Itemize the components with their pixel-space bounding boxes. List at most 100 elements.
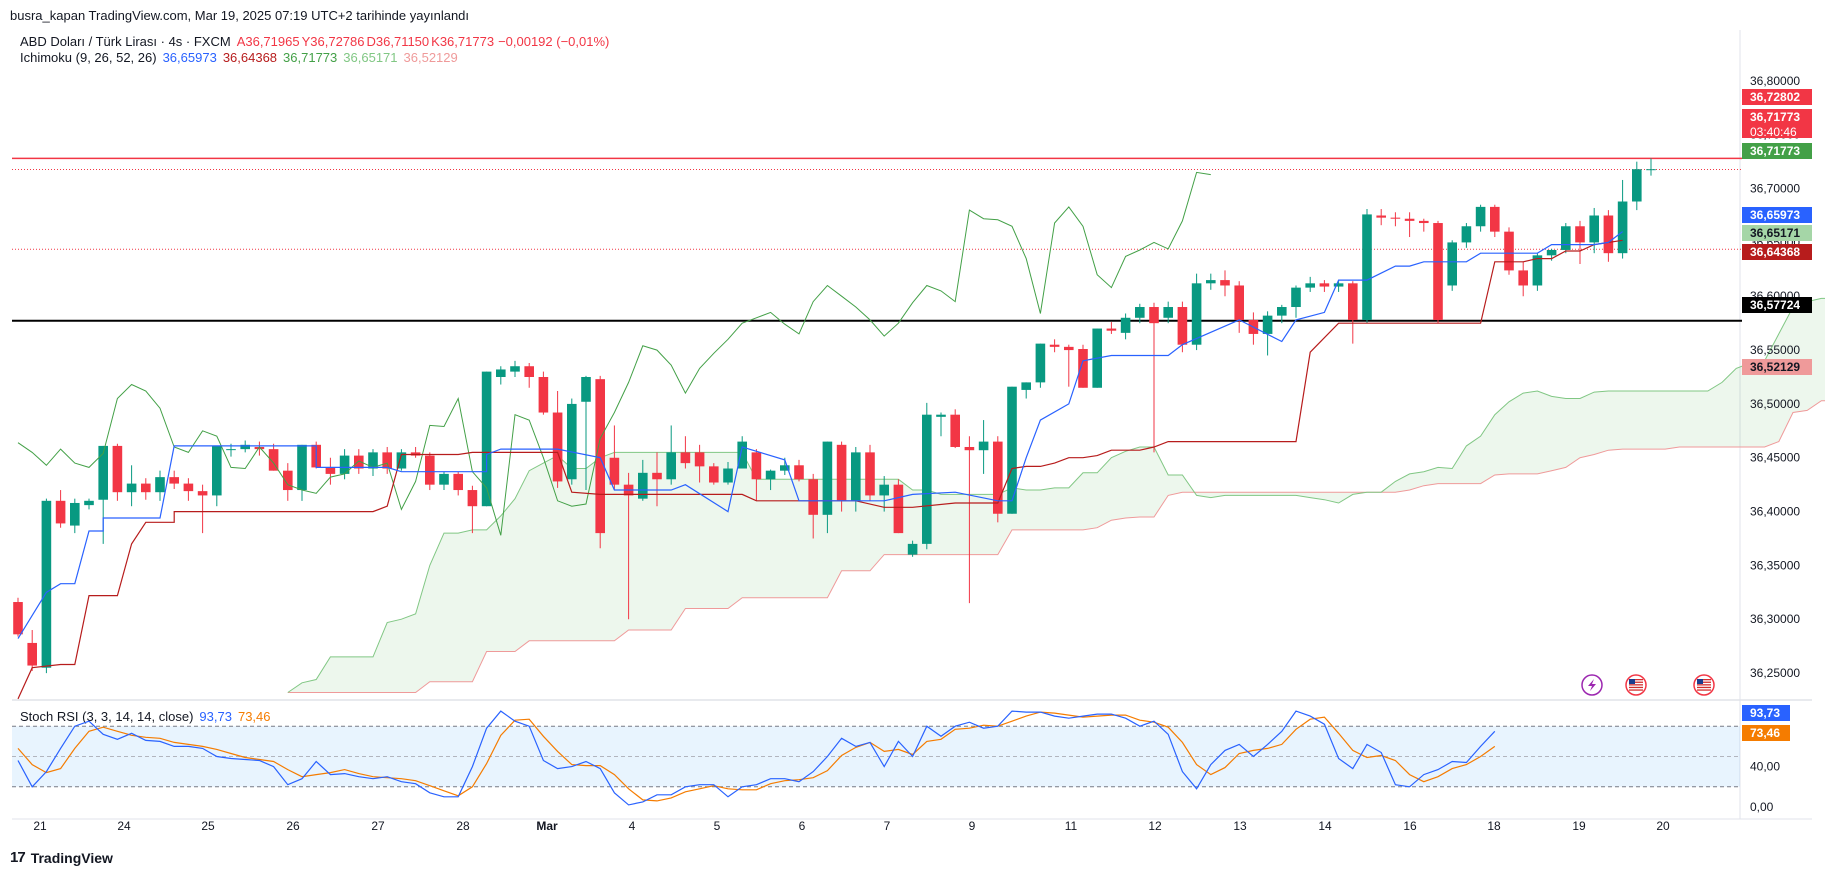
candle-body <box>240 444 250 450</box>
candle <box>141 478 151 500</box>
candle-body <box>481 371 492 507</box>
candle <box>84 498 94 510</box>
candle-body <box>1163 307 1173 318</box>
price-tag-label: 36,52129 <box>1750 360 1800 374</box>
candle <box>808 473 818 539</box>
candle-body <box>993 441 1003 514</box>
candle-body <box>751 452 762 480</box>
price-tag: 36,71773 <box>1742 143 1812 159</box>
symbol-label[interactable]: ABD Doları / Türk Lirası · 4s · FXCM <box>20 34 231 49</box>
candle <box>1561 223 1571 254</box>
rsi-legend: Stoch RSI (3, 3, 14, 14, close) 93,73 73,4… <box>20 709 277 724</box>
candle-body <box>1234 285 1244 320</box>
price-tick-label: 36,80000 <box>1750 74 1800 88</box>
time-label: 16 <box>1403 819 1417 833</box>
candle-body <box>1575 226 1585 243</box>
price-tag-bg <box>1742 207 1812 223</box>
price-tick-label: 36,30000 <box>1750 612 1800 626</box>
candle <box>254 441 265 456</box>
time-label: 5 <box>714 819 721 833</box>
candle-body <box>1461 226 1472 243</box>
candle <box>126 465 137 507</box>
candle-body <box>680 452 691 464</box>
ichimoku-label[interactable]: Ichimoku (9, 26, 52, 26) <box>20 50 157 65</box>
candle-body <box>1589 215 1599 243</box>
candle-body <box>524 366 534 377</box>
main-legend: ABD Doları / Türk Lirası · 4s · FXCM A36,… <box>20 34 615 49</box>
candle <box>481 371 492 507</box>
rsi-label[interactable]: Stoch RSI (3, 3, 14, 14, close) <box>20 709 194 724</box>
candle <box>950 409 960 449</box>
rsi-tag-label: 93,73 <box>1750 706 1780 720</box>
candle-body <box>865 452 875 496</box>
ohlc-open: A36,71965 <box>236 34 300 49</box>
price-tick-label: 36,25000 <box>1750 666 1800 680</box>
ichimoku-span-b-line <box>287 400 1825 693</box>
candle-body <box>851 452 861 501</box>
candle <box>13 597 23 637</box>
rsi-tag-bg <box>1742 725 1790 741</box>
candle-body <box>13 602 23 635</box>
ichimoku-chikou-line <box>17 171 1211 536</box>
price-tag: 36,65973 <box>1742 207 1812 223</box>
candles <box>13 158 1656 674</box>
candle <box>922 402 932 550</box>
flag-stripe <box>1629 679 1643 681</box>
candle-body <box>567 403 577 480</box>
ichimoku-tenkan-line <box>17 231 1623 639</box>
candle-body <box>1177 307 1188 345</box>
time-label: 21 <box>33 819 47 833</box>
ichimoku-tenkan-value: 36,65973 <box>162 50 217 65</box>
candle <box>1035 343 1046 388</box>
price-tag: 36,71773 <box>1742 109 1812 125</box>
candle-body <box>98 445 108 500</box>
tradingview-logo[interactable]: 17 TradingView <box>10 849 113 866</box>
candle-body <box>1035 343 1046 383</box>
price-tag-label: 03:40:46 <box>1750 125 1797 139</box>
candle-body <box>1078 349 1088 388</box>
time-label: 9 <box>969 819 976 833</box>
time-label: Mar <box>536 819 558 833</box>
candle <box>1333 281 1344 292</box>
rsi-tag-label: 73,46 <box>1750 726 1780 740</box>
price-tag: 36,65171 <box>1742 225 1812 241</box>
flag-stripe <box>1697 689 1711 691</box>
candle-body <box>1120 317 1131 333</box>
candle-body <box>1064 346 1074 351</box>
candle-body <box>70 502 80 526</box>
price-tick-label: 36,50000 <box>1750 397 1800 411</box>
candle <box>453 471 463 496</box>
candle <box>1348 281 1358 344</box>
candle-body <box>581 376 591 402</box>
candle-body <box>496 369 506 377</box>
candle <box>1163 301 1173 324</box>
flag-stripe <box>1629 684 1643 686</box>
candle-body <box>822 441 833 515</box>
candle-body <box>922 414 932 544</box>
flag-canton <box>1629 679 1635 684</box>
candle-body <box>297 444 307 491</box>
lightning-icon <box>1581 674 1603 696</box>
stoch-d-line <box>17 711 1496 802</box>
candle-body <box>382 452 392 469</box>
price-tag-bg <box>1742 89 1812 105</box>
candle-body <box>1419 220 1429 224</box>
ichimoku-span-a-value: 36,65171 <box>343 50 398 65</box>
candle-body <box>141 483 151 493</box>
candle-body <box>453 473 463 491</box>
candle-body <box>794 465 804 480</box>
candle-body <box>41 500 52 668</box>
flag-stripe <box>1629 686 1643 689</box>
price-tag-bg <box>1742 297 1812 313</box>
candle <box>1617 179 1628 259</box>
candle <box>666 425 676 485</box>
price-tag-bg <box>1742 124 1812 138</box>
candle-body <box>354 455 364 469</box>
time-label: 6 <box>799 819 806 833</box>
candle <box>723 462 733 485</box>
price-tag: 36,72802 <box>1742 89 1812 105</box>
candle-body <box>1007 386 1017 514</box>
candle <box>1404 212 1415 238</box>
candle-body <box>283 470 293 491</box>
